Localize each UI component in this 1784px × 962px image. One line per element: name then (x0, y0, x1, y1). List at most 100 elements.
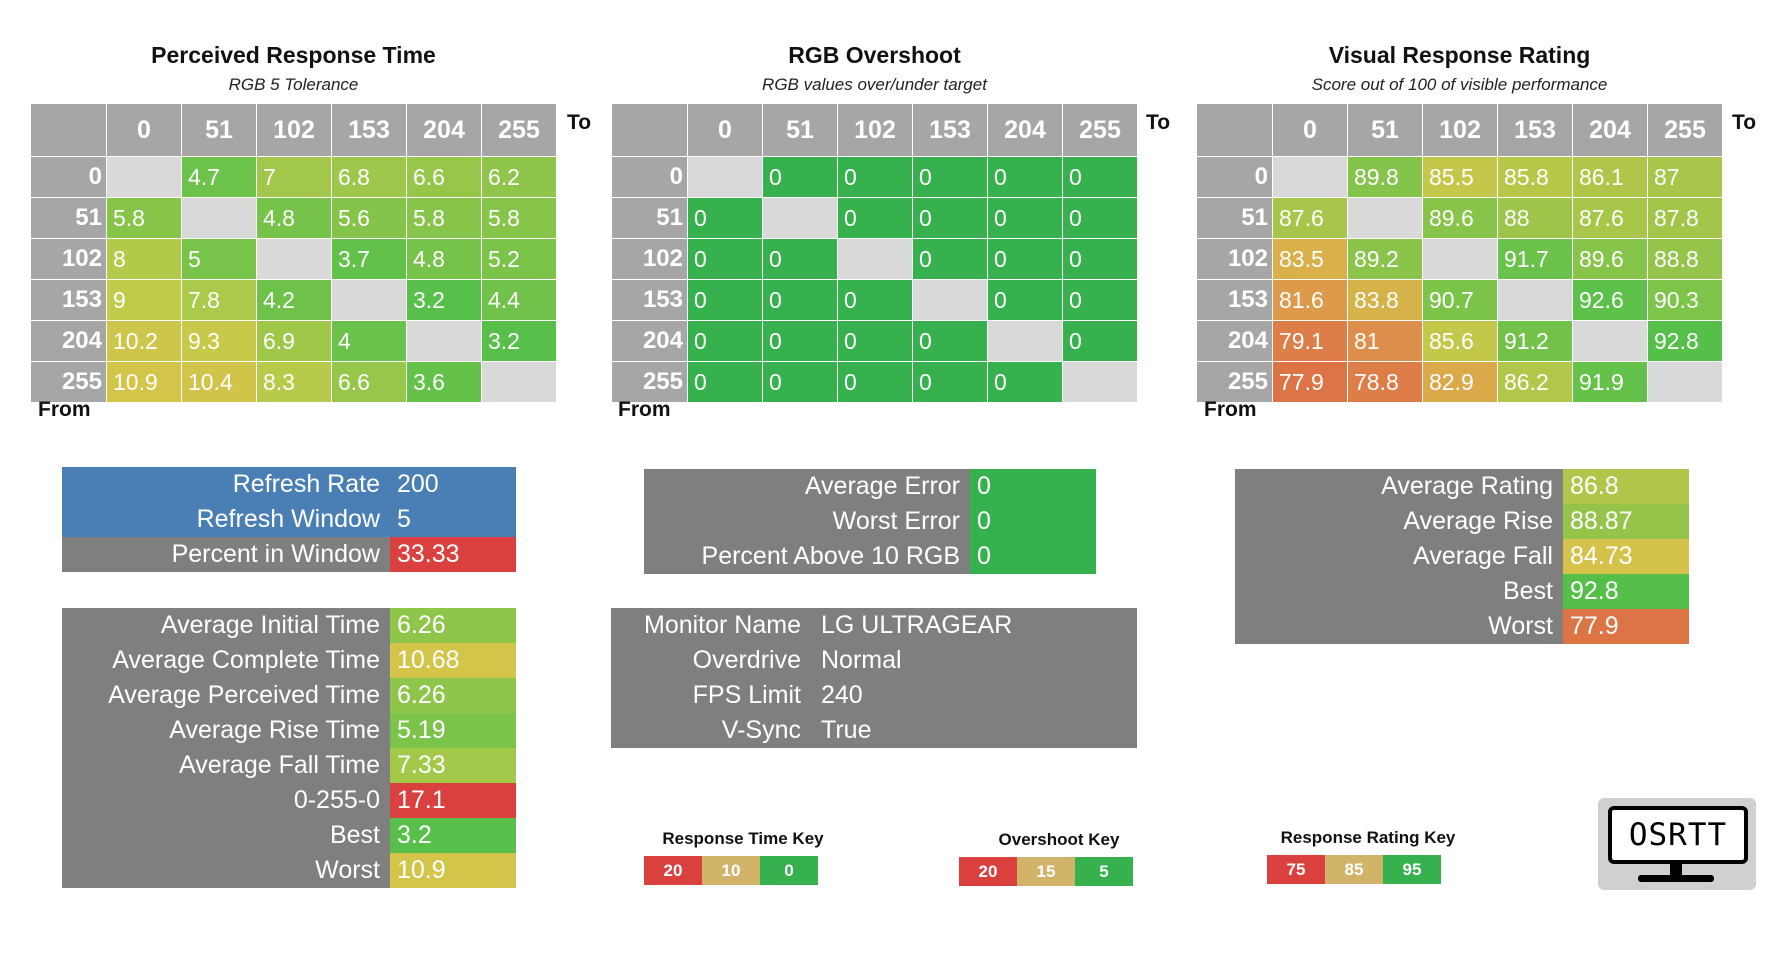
info-value: 7.33 (390, 748, 516, 783)
heatmap-rgb-overshoot: 0 51 102 153 204 255 0 0 0 0 0 0 51 0 0 0 0 0 102 0 0 0 0 0 153 0… (611, 103, 1138, 403)
column-header: 255 (1647, 103, 1723, 157)
info-label: Average Rise (1235, 504, 1563, 539)
heatmap-cell-diagonal (1647, 361, 1723, 403)
heatmap-subtitle-rating: Score out of 100 of visible performance (1311, 75, 1608, 94)
row-header: 51 (1196, 197, 1273, 239)
column-header: 0 (1272, 103, 1348, 157)
info-row: Best 3.2 (62, 818, 516, 853)
row-header: 102 (30, 238, 107, 280)
response-times-table: Average Initial Time 6.26 Average Complete… (62, 608, 516, 888)
heatmap-cell: 3.2 (481, 320, 557, 362)
heatmap-cell: 0 (912, 320, 988, 362)
column-header: 204 (406, 103, 482, 157)
monitor-stand-icon (1670, 864, 1682, 876)
heatmap-cell-diagonal (837, 238, 913, 280)
info-row: Average Error 0 (644, 469, 1096, 504)
heatmap-cell: 81 (1347, 320, 1423, 362)
heatmap-cell: 10.2 (106, 320, 182, 362)
key-swatch: 75 (1267, 855, 1325, 884)
heatmap-cell-diagonal (687, 156, 763, 198)
heatmap-cell: 3.7 (331, 238, 407, 280)
key-swatch: 95 (1383, 855, 1441, 884)
key-swatch: 20 (644, 856, 702, 885)
row-header: 153 (30, 279, 107, 321)
response-rating-key: 75 85 95 (1267, 855, 1441, 884)
info-row: Average Complete Time 10.68 (62, 643, 516, 678)
column-header: 102 (1422, 103, 1498, 157)
heatmap-cell: 4.4 (481, 279, 557, 321)
heatmap-corner (1196, 103, 1273, 157)
info-value: 92.8 (1563, 574, 1689, 609)
heatmap-cell-diagonal (912, 279, 988, 321)
heatmap-cell: 0 (837, 156, 913, 198)
info-row: Average Initial Time 6.26 (62, 608, 516, 643)
info-row: Best 92.8 (1235, 574, 1689, 609)
heatmap-row: 204 0 0 0 0 0 (611, 320, 1138, 362)
column-header: 51 (1347, 103, 1423, 157)
heatmap-row: 0 4.7 7 6.8 6.6 6.2 (30, 156, 557, 198)
heatmap-cell-diagonal (1497, 279, 1573, 321)
heatmap-cell: 90.3 (1647, 279, 1723, 321)
info-label: Worst (62, 853, 390, 888)
info-label: Average Perceived Time (62, 678, 390, 713)
info-row: Worst 10.9 (62, 853, 516, 888)
heatmap-cell: 92.8 (1647, 320, 1723, 362)
heatmap-cell: 5.6 (331, 197, 407, 239)
heatmap-row: 102 8 5 3.7 4.8 5.2 (30, 238, 557, 280)
heatmap-cell-diagonal (987, 320, 1063, 362)
heatmap-cell: 85.5 (1422, 156, 1498, 198)
info-row: 0-255-0 17.1 (62, 783, 516, 818)
monitor-info-table: Monitor Name LG ULTRAGEAR Overdrive Normal F… (611, 608, 1137, 748)
heatmap-row: 204 79.1 81 85.6 91.2 92.8 (1196, 320, 1723, 362)
axis-from-label-rating: From (1204, 398, 1257, 421)
heatmap-cell: 0 (837, 197, 913, 239)
info-value: 5 (390, 502, 516, 537)
row-header: 255 (1196, 361, 1273, 403)
column-header: 153 (331, 103, 407, 157)
info-value: 0 (970, 469, 1096, 504)
heatmap-cell: 89.8 (1347, 156, 1423, 198)
key-swatch: 5 (1075, 857, 1133, 886)
heatmap-cell: 89.2 (1347, 238, 1423, 280)
info-label: FPS Limit (611, 678, 811, 713)
heatmap-row: 255 10.9 10.4 8.3 6.6 3.6 (30, 361, 557, 403)
column-header: 0 (687, 103, 763, 157)
heatmap-cell: 90.7 (1422, 279, 1498, 321)
heatmap-cell: 0 (687, 197, 763, 239)
info-row: Percent in Window 33.33 (62, 537, 516, 572)
row-header: 0 (30, 156, 107, 198)
heatmap-cell-diagonal (1347, 197, 1423, 239)
heatmap-cell: 87.6 (1272, 197, 1348, 239)
heatmap-cell-diagonal (181, 197, 257, 239)
overshoot-key-title: Overshoot Key (998, 830, 1120, 849)
response-rating-key-title: Response Rating Key (1280, 828, 1456, 847)
info-label: V-Sync (611, 713, 811, 748)
heatmap-cell: 7.8 (181, 279, 257, 321)
heatmap-cell: 10.4 (181, 361, 257, 403)
info-value: 88.87 (1563, 504, 1689, 539)
heatmap-cell: 0 (1062, 238, 1138, 280)
info-row: Average Rise 88.87 (1235, 504, 1689, 539)
column-header: 102 (256, 103, 332, 157)
heatmap-cell: 0 (912, 361, 988, 403)
osrtt-logo-text: OSRTT (1608, 806, 1748, 864)
heatmap-cell: 0 (687, 320, 763, 362)
info-value: LG ULTRAGEAR (811, 608, 1137, 643)
heatmap-cell-diagonal (762, 197, 838, 239)
info-label: Average Rise Time (62, 713, 390, 748)
key-swatch: 85 (1325, 855, 1383, 884)
row-header: 204 (611, 320, 688, 362)
info-label: Average Rating (1235, 469, 1563, 504)
heatmap-cell: 79.1 (1272, 320, 1348, 362)
column-header: 255 (1062, 103, 1138, 157)
heatmap-cell: 6.9 (256, 320, 332, 362)
heatmap-cell: 8.3 (256, 361, 332, 403)
heatmap-cell: 0 (762, 156, 838, 198)
info-label: Overdrive (611, 643, 811, 678)
info-label: Refresh Window (62, 502, 390, 537)
heatmap-cell: 82.9 (1422, 361, 1498, 403)
heatmap-cell-diagonal (106, 156, 182, 198)
heatmap-cell: 0 (837, 320, 913, 362)
heatmap-cell-diagonal (481, 361, 557, 403)
heatmap-row: 153 81.6 83.8 90.7 92.6 90.3 (1196, 279, 1723, 321)
